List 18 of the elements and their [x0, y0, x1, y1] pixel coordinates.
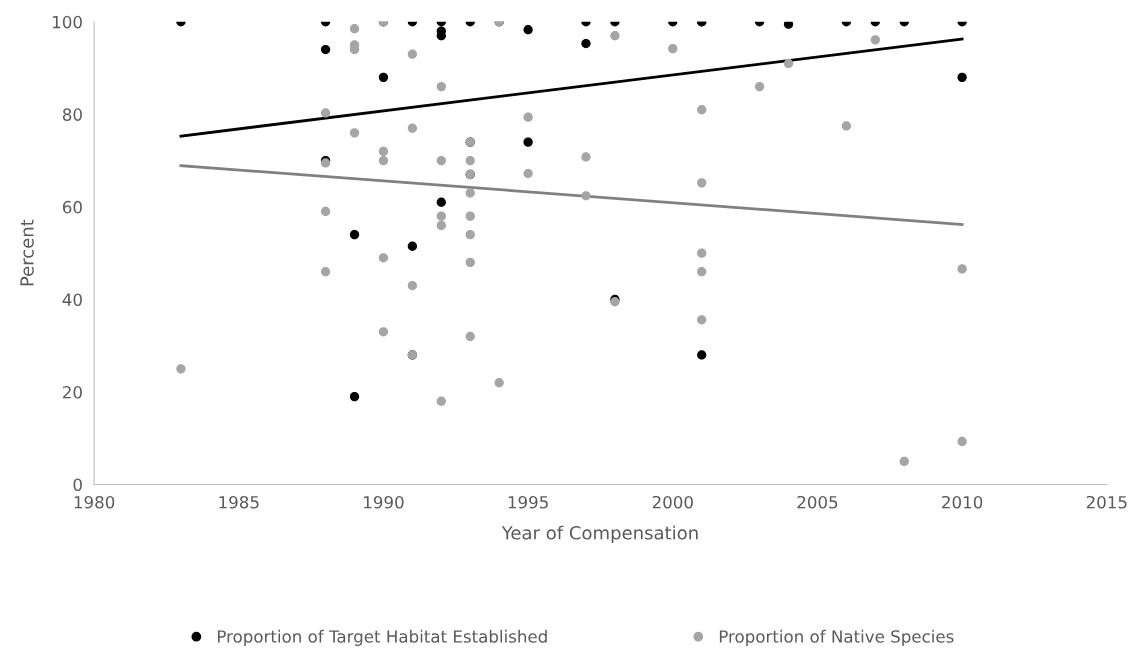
x-tick-label: 2005: [797, 495, 838, 509]
y-tick-label: 60: [62, 200, 82, 214]
y-tick-label: 20: [63, 385, 82, 399]
x-tick-label: 1995: [508, 495, 548, 509]
x-tick-label: 2000: [652, 495, 693, 509]
y-axis-title: Percent: [20, 219, 34, 286]
x-tick-label: 2010: [942, 495, 983, 509]
y-tick-label: 80: [62, 108, 82, 121]
x-tick-label: 2015: [1086, 495, 1127, 509]
legend-label: Proportion of Target Habitat Established: [217, 629, 547, 646]
y-tick-label: 100: [53, 15, 82, 29]
x-axis-title: Year of Compensation: [501, 525, 698, 544]
legend-label: Proportion of Native Species: [719, 629, 954, 646]
x-tick-label: 1990: [364, 495, 404, 509]
y-tick-label: 0: [73, 478, 82, 492]
x-tick-label: 1980: [74, 495, 115, 509]
y-tick-label: 40: [62, 293, 82, 306]
x-tick-label: 1985: [219, 495, 259, 509]
